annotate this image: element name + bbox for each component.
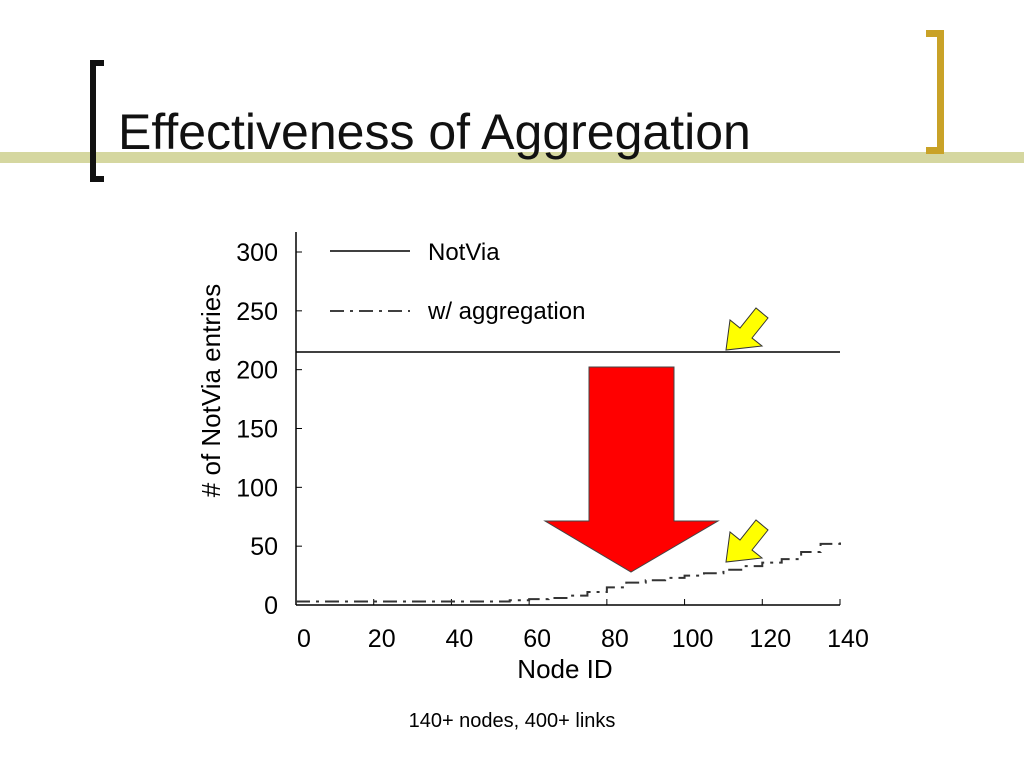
y-tick-label: 150 [236,416,278,444]
legend-notvia-label: NotVia [428,239,500,266]
slide-title: Effectiveness of Aggregation [118,104,751,160]
y-tick-labels: 0 50 100 150 200 250 300 [236,239,278,620]
x-tick-label: 80 [601,625,629,653]
x-tick-label: 40 [446,625,474,653]
yellow-callout-arrow-aggregation [725,519,769,563]
big-red-down-arrow [543,366,720,573]
series-line-aggregation [296,539,841,603]
chart-axes [295,232,841,606]
x-tick-label: 0 [297,625,311,653]
title-accent-bar [0,152,1024,163]
chart-legend: NotVia w/ aggregation [330,239,585,325]
yellow-callout-arrow-notvia [725,307,769,351]
y-axis-label: # of NotVia entries [196,284,226,497]
chart-series [296,351,841,603]
x-tick-label: 140 [827,625,869,653]
y-tick-label: 50 [250,533,278,561]
x-axis-label: Node ID [517,654,612,684]
y-tick-label: 100 [236,474,278,502]
x-tick-labels: 0 20 40 60 80 100 120 140 [297,625,869,653]
y-tick-label: 250 [236,298,278,326]
x-tick-label: 120 [749,625,791,653]
y-tick-label: 300 [236,239,278,267]
left-bracket-decoration [90,60,104,182]
x-tick-label: 60 [523,625,551,653]
y-tick-label: 200 [236,357,278,385]
legend-aggregation-label: w/ aggregation [427,298,585,325]
slide-caption: 140+ nodes, 400+ links [408,710,616,732]
x-tick-label: 100 [672,625,714,653]
right-bracket-decoration [926,30,944,154]
x-tick-label: 20 [368,625,396,653]
y-tick-label: 0 [264,592,278,620]
